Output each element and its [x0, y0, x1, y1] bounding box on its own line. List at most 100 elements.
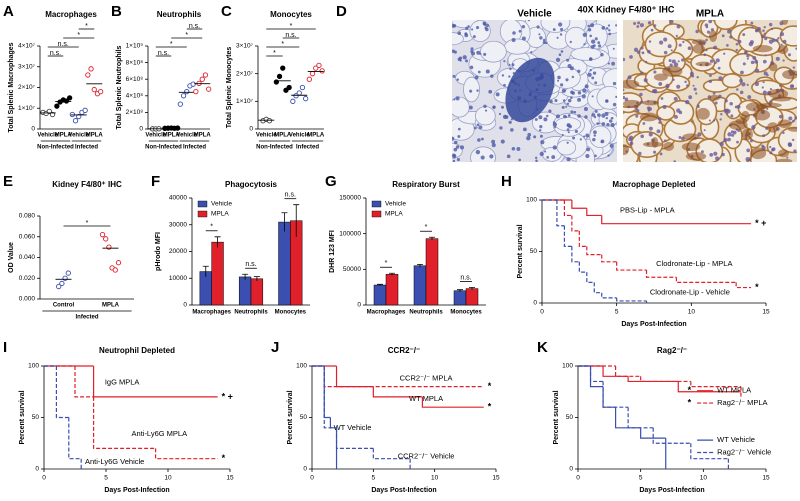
- nucleus: [579, 138, 582, 141]
- nucleus: [601, 113, 606, 118]
- nucleus: [457, 31, 462, 36]
- nucleus: [612, 47, 615, 50]
- tubule: [480, 40, 507, 63]
- y-tick-label: 4×10⁸: [126, 93, 144, 100]
- point: [67, 95, 73, 101]
- nucleus: [629, 141, 634, 146]
- y-tick-label: 3×10⁷: [18, 63, 36, 70]
- tubule: [504, 38, 531, 55]
- nucleus: [612, 102, 617, 107]
- nucleus: [607, 24, 611, 27]
- survival-step: [586, 246, 602, 256]
- nucleus: [746, 57, 749, 60]
- nucleus: [521, 25, 526, 29]
- stain: [750, 147, 767, 160]
- nucleus: [546, 114, 549, 118]
- nucleus: [543, 117, 548, 122]
- survival-step: [68, 417, 82, 460]
- point: [306, 76, 312, 82]
- image-title: 40X Kidney F4/80⁺ IHC: [578, 4, 675, 14]
- survival-step: [602, 386, 616, 408]
- survival-step: [571, 200, 587, 209]
- survival-step: [556, 200, 565, 227]
- point: [286, 84, 292, 91]
- nucleus: [638, 151, 642, 156]
- nucleus: [709, 74, 712, 78]
- survival-step: [586, 208, 602, 217]
- y-tick-label: 3×10⁷: [236, 43, 254, 50]
- stain: [776, 158, 793, 162]
- nucleus: [747, 95, 752, 100]
- nucleus: [572, 136, 576, 140]
- nucleus: [544, 150, 547, 153]
- nucleus: [647, 21, 652, 25]
- nucleus: [787, 53, 791, 57]
- nucleus: [455, 145, 460, 149]
- nucleus: [714, 61, 717, 65]
- nucleus: [709, 59, 714, 63]
- x-tick-label: Vehicle: [256, 133, 277, 139]
- nucleus: [456, 78, 460, 81]
- nucleus: [673, 96, 678, 101]
- nucleus: [476, 50, 481, 55]
- nucleus: [478, 125, 483, 130]
- stain: [691, 39, 707, 45]
- y-tick-label: 0: [183, 302, 187, 309]
- nucleus: [706, 30, 711, 34]
- nucleus: [608, 32, 612, 36]
- series-label: PBS-Lip - MPLA: [620, 205, 675, 214]
- y-tick-label: 50000: [343, 266, 361, 273]
- point: [46, 108, 52, 115]
- nucleus: [527, 20, 531, 22]
- nucleus: [653, 150, 657, 154]
- nucleus: [548, 109, 552, 113]
- point: [103, 236, 109, 242]
- nucleus: [691, 74, 695, 78]
- nucleus: [577, 114, 581, 118]
- nucleus: [623, 88, 625, 92]
- nucleus: [678, 43, 682, 47]
- error-bar: [253, 276, 260, 281]
- image-label: Vehicle: [517, 9, 552, 20]
- x-tick-label: MPLA: [163, 133, 181, 139]
- nucleus: [659, 152, 663, 156]
- sig-label: *: [86, 220, 89, 227]
- nucleus: [771, 38, 776, 43]
- nucleus: [791, 84, 794, 88]
- nucleus: [746, 83, 749, 86]
- bar: [465, 288, 479, 306]
- nucleus: [769, 151, 773, 155]
- legend-swatch: [371, 200, 382, 208]
- nucleus: [577, 97, 582, 102]
- nucleus: [660, 97, 664, 100]
- nucleus: [736, 104, 741, 109]
- nucleus: [610, 122, 615, 128]
- nucleus: [794, 116, 797, 120]
- tubule: [596, 85, 617, 110]
- point: [91, 86, 97, 93]
- nucleus: [592, 137, 596, 142]
- nucleus: [591, 76, 595, 80]
- nucleus: [538, 115, 543, 120]
- group-label: Non-Infected: [37, 145, 74, 151]
- y-tick-label: 0: [357, 302, 361, 309]
- nucleus: [600, 52, 604, 57]
- sig-label: *: [85, 23, 88, 30]
- nucleus: [607, 62, 610, 65]
- survival-step: [335, 427, 374, 449]
- nucleus: [648, 107, 652, 111]
- stain: [753, 109, 771, 121]
- stain: [781, 20, 789, 25]
- nucleus: [456, 158, 460, 162]
- nucleus: [485, 69, 490, 74]
- nucleus: [720, 113, 723, 116]
- y-tick-label: 1×10⁹: [126, 43, 144, 50]
- nucleus: [481, 137, 484, 141]
- survival-step: [593, 282, 602, 294]
- nucleus: [558, 22, 563, 27]
- bar: [373, 284, 387, 306]
- tubule: [570, 47, 602, 61]
- nucleus: [566, 128, 570, 131]
- nucleus: [530, 51, 533, 54]
- point: [290, 98, 296, 104]
